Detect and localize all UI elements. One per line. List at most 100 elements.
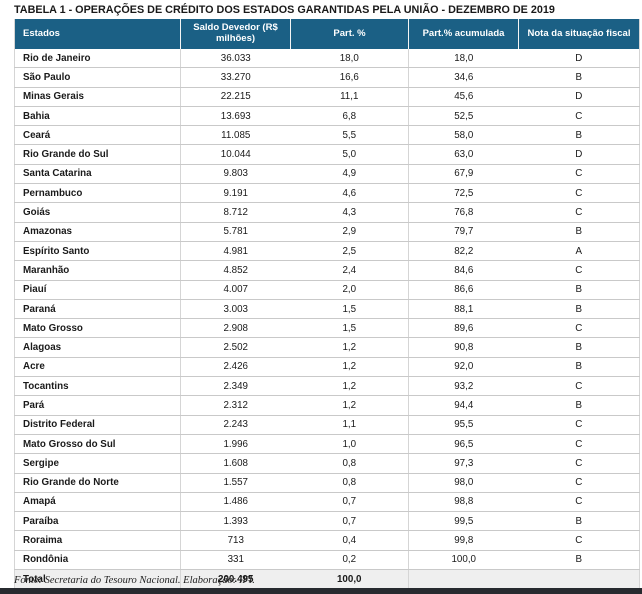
cell-nota: C xyxy=(518,260,640,281)
cell-part: 5,5 xyxy=(290,125,409,146)
cell-part: 0,4 xyxy=(290,530,409,551)
table-row: Maranhão 4.852 2,4 84,6 C xyxy=(14,260,640,281)
cell-estado: Maranhão xyxy=(14,260,181,281)
cell-saldo: 2.312 xyxy=(180,395,291,416)
cell-nota: B xyxy=(518,550,640,571)
table-row: Paraná 3.003 1,5 88,1 B xyxy=(14,299,640,320)
cell-part: 6,8 xyxy=(290,106,409,127)
cell-estado: Rondônia xyxy=(14,550,181,571)
cell-part: 1,5 xyxy=(290,318,409,339)
cell-part: 4,3 xyxy=(290,202,409,223)
cell-nota: B xyxy=(518,337,640,358)
cell-part: 11,1 xyxy=(290,87,409,107)
cell-saldo: 3.003 xyxy=(180,299,291,320)
cell-acumulada: 63,0 xyxy=(408,144,519,165)
cell-nota xyxy=(518,569,640,592)
cell-acumulada: 58,0 xyxy=(408,125,519,146)
table-row: Roraima 713 0,4 99,8 C xyxy=(14,530,640,551)
cell-estado: São Paulo xyxy=(14,67,181,88)
table-row: Rio Grande do Sul 10.044 5,0 63,0 D xyxy=(14,144,640,165)
cell-acumulada: 72,5 xyxy=(408,183,519,204)
cell-estado: Pernambuco xyxy=(14,183,181,204)
cell-part: 100,0 xyxy=(290,569,409,592)
table-header: Estados Saldo Devedor (R$ milhões) Part.… xyxy=(14,19,640,49)
cell-acumulada: 82,2 xyxy=(408,241,519,262)
table-row: Rio Grande do Norte 1.557 0,8 98,0 C xyxy=(14,473,640,493)
cell-estado: Minas Gerais xyxy=(14,87,181,107)
cell-estado: Paraná xyxy=(14,299,181,320)
cell-saldo: 1.393 xyxy=(180,511,291,532)
cell-acumulada: 94,4 xyxy=(408,395,519,416)
cell-nota: D xyxy=(518,87,640,107)
cell-saldo: 331 xyxy=(180,550,291,571)
table-body: Rio de Janeiro 36.033 18,0 18,0 D São Paulo 33… xyxy=(14,49,640,592)
cell-saldo: 2.426 xyxy=(180,357,291,378)
cell-nota: D xyxy=(518,144,640,165)
table-row: Mato Grosso 2.908 1,5 89,6 C xyxy=(14,318,640,339)
cell-part: 4,9 xyxy=(290,164,409,185)
cell-estado: Piauí xyxy=(14,280,181,300)
cell-saldo: 9.803 xyxy=(180,164,291,185)
table-row: Acre 2.426 1,2 92,0 B xyxy=(14,357,640,378)
column-header-estados: Estados xyxy=(14,19,181,49)
cell-part: 1,5 xyxy=(290,299,409,320)
cell-nota: C xyxy=(518,434,640,455)
cell-part: 18,0 xyxy=(290,49,409,69)
cell-nota: B xyxy=(518,357,640,378)
cell-part: 4,6 xyxy=(290,183,409,204)
cell-acumulada: 84,6 xyxy=(408,260,519,281)
table-row: Minas Gerais 22.215 11,1 45,6 D xyxy=(14,87,640,107)
table-row: Goiás 8.712 4,3 76,8 C xyxy=(14,202,640,223)
cell-nota: C xyxy=(518,376,640,397)
cell-part: 1,2 xyxy=(290,337,409,358)
cell-part: 1,0 xyxy=(290,434,409,455)
cell-part: 0,8 xyxy=(290,453,409,474)
cell-acumulada: 99,8 xyxy=(408,530,519,551)
cell-part: 1,2 xyxy=(290,395,409,416)
cell-saldo: 10.044 xyxy=(180,144,291,165)
cell-estado: Espírito Santo xyxy=(14,241,181,262)
table-row: Ceará 11.085 5,5 58,0 B xyxy=(14,125,640,146)
cell-saldo: 1.486 xyxy=(180,492,291,513)
cell-acumulada: 18,0 xyxy=(408,49,519,69)
column-header-nota-situacao-fiscal: Nota da situação fiscal xyxy=(518,19,640,49)
column-header-part-pct: Part. % xyxy=(290,19,409,49)
table-row: Distrito Federal 2.243 1,1 95,5 C xyxy=(14,415,640,435)
cell-saldo: 22.215 xyxy=(180,87,291,107)
cell-acumulada: 93,2 xyxy=(408,376,519,397)
cell-estado: Pará xyxy=(14,395,181,416)
cell-part: 0,7 xyxy=(290,492,409,513)
cell-saldo: 2.349 xyxy=(180,376,291,397)
table-row: Pará 2.312 1,2 94,4 B xyxy=(14,395,640,416)
cell-part: 0,7 xyxy=(290,511,409,532)
cell-nota: C xyxy=(518,164,640,185)
cell-estado: Sergipe xyxy=(14,453,181,474)
cell-estado: Rio de Janeiro xyxy=(14,49,181,69)
cell-saldo: 2.908 xyxy=(180,318,291,339)
header-row: Estados Saldo Devedor (R$ milhões) Part.… xyxy=(14,19,640,49)
cell-nota: C xyxy=(518,183,640,204)
table-row: Bahia 13.693 6,8 52,5 C xyxy=(14,106,640,127)
cell-acumulada: 95,5 xyxy=(408,415,519,435)
cell-estado: Goiás xyxy=(14,202,181,223)
cell-estado: Amapá xyxy=(14,492,181,513)
cell-saldo: 713 xyxy=(180,530,291,551)
table-row: Sergipe 1.608 0,8 97,3 C xyxy=(14,453,640,474)
cell-acumulada: 96,5 xyxy=(408,434,519,455)
cell-nota: C xyxy=(518,202,640,223)
cell-saldo: 4.007 xyxy=(180,280,291,300)
cell-estado: Mato Grosso xyxy=(14,318,181,339)
cell-nota: B xyxy=(518,125,640,146)
cell-nota: C xyxy=(518,453,640,474)
cell-estado: Amazonas xyxy=(14,222,181,242)
cell-acumulada: 97,3 xyxy=(408,453,519,474)
cell-estado: Rio Grande do Sul xyxy=(14,144,181,165)
cell-estado: Rio Grande do Norte xyxy=(14,473,181,493)
cell-acumulada: 99,5 xyxy=(408,511,519,532)
cell-nota: B xyxy=(518,299,640,320)
table-row: Pernambuco 9.191 4,6 72,5 C xyxy=(14,183,640,204)
cell-acumulada: 89,6 xyxy=(408,318,519,339)
cell-saldo: 4.852 xyxy=(180,260,291,281)
cell-part: 1,1 xyxy=(290,415,409,435)
cell-estado: Mato Grosso do Sul xyxy=(14,434,181,455)
